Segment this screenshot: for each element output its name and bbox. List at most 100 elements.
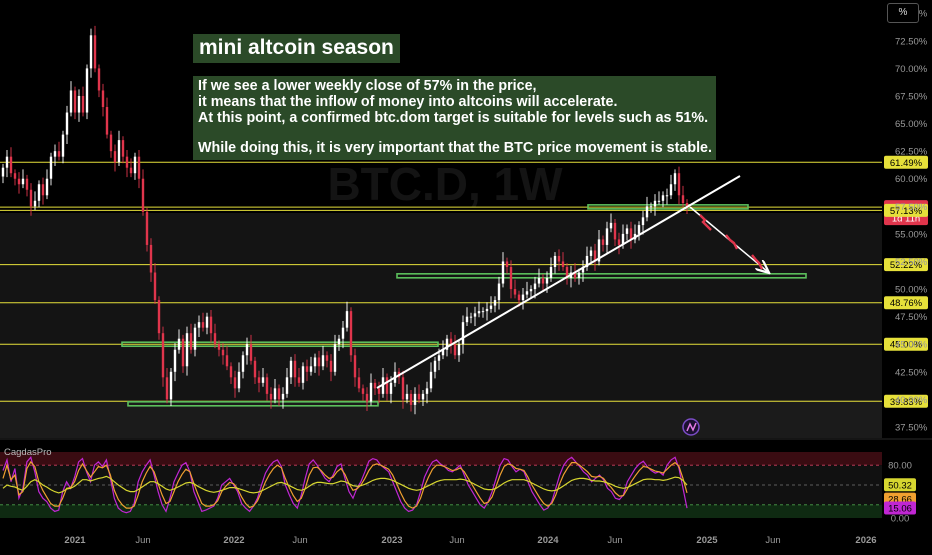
- candle-body: [221, 349, 225, 356]
- candle-body: [49, 156, 53, 179]
- candle-body: [613, 222, 617, 240]
- x-tick-label: Jun: [292, 535, 307, 546]
- candle-body: [681, 195, 685, 204]
- annotation-line-1: If we see a lower weekly close of 57% in…: [198, 78, 537, 94]
- level-price-tag: [884, 337, 928, 351]
- candle-body: [81, 95, 85, 113]
- level-price-label: 52.22%: [890, 260, 923, 271]
- overbought-zone: [0, 452, 882, 466]
- y-tick-label: 47.50%: [895, 312, 928, 323]
- candle-body: [269, 393, 273, 400]
- candle-body: [421, 393, 425, 400]
- osc-axis-label: 50.32: [888, 480, 912, 491]
- candle-body: [237, 371, 241, 389]
- candle-body: [469, 316, 473, 318]
- candle-body: [293, 360, 297, 378]
- candle-body: [441, 349, 445, 356]
- candle-body: [513, 289, 517, 295]
- candle-body: [637, 225, 641, 234]
- candle-body: [609, 222, 613, 229]
- annotation-text: If we see a lower weekly close of 57% in…: [193, 76, 716, 160]
- osc-axis-label: 80.00: [888, 461, 912, 472]
- candle-body: [145, 211, 149, 245]
- ascending-trendline[interactable]: [376, 175, 741, 389]
- resistance-zone-45[interactable]: [121, 341, 439, 348]
- candle-body: [105, 107, 109, 135]
- level-price-label: 48.76%: [890, 298, 923, 309]
- candle-body: [113, 151, 117, 163]
- y-tick-label: 40.00%: [895, 395, 928, 406]
- x-tick-label: 2024: [537, 535, 559, 546]
- candle-body: [453, 344, 457, 356]
- candle-body: [29, 189, 33, 207]
- candle-body: [213, 333, 217, 345]
- y-tick-label: 42.50%: [895, 367, 928, 378]
- candle-body: [169, 371, 173, 400]
- y-tick-label: 57.50%: [895, 202, 928, 213]
- osc-axis-label: 0.00: [891, 514, 910, 525]
- candle-body: [41, 184, 45, 196]
- candle-body: [189, 333, 193, 350]
- x-tick-label: Jun: [135, 535, 150, 546]
- candle-body: [525, 291, 529, 295]
- level-price-tag: [884, 296, 928, 310]
- candle-body: [573, 272, 577, 279]
- candle-body: [205, 316, 209, 328]
- candle-body: [229, 366, 233, 378]
- candle-body: [149, 244, 153, 273]
- candle-body: [185, 333, 189, 367]
- candle-body: [673, 173, 677, 185]
- candle-body: [161, 333, 165, 378]
- candle-body: [137, 156, 141, 179]
- candle-body: [517, 294, 521, 301]
- breakdown-zone-57[interactable]: [587, 204, 749, 210]
- support-zone-39[interactable]: [127, 400, 379, 407]
- candle-body: [89, 35, 93, 69]
- level-price-tag: [884, 258, 928, 272]
- percent-scale-button[interactable]: %: [887, 3, 919, 23]
- candle-body: [305, 366, 309, 372]
- candle-body: [341, 327, 345, 339]
- candle-body: [225, 355, 229, 367]
- candle-body: [505, 261, 509, 267]
- tv-logo-icon[interactable]: [682, 418, 700, 436]
- level-price-label: 45.00%: [890, 340, 923, 351]
- chart-watermark: BTC.D, 1W: [327, 158, 563, 210]
- candle-body: [585, 255, 589, 267]
- candle-body: [313, 357, 317, 367]
- candle-body: [125, 156, 129, 168]
- indicator-title[interactable]: CagdasPro: [4, 447, 52, 458]
- candle-body: [593, 250, 597, 262]
- candle-body: [533, 283, 537, 290]
- candle-body: [101, 90, 105, 108]
- candle-body: [281, 393, 285, 400]
- candle-body: [617, 239, 621, 245]
- candle-body: [493, 300, 497, 306]
- candle-body: [85, 68, 89, 113]
- candle-body: [449, 338, 453, 345]
- candle-body: [197, 322, 201, 328]
- candle-body: [141, 178, 145, 212]
- y-tick-label: 37.50%: [895, 422, 928, 433]
- candle-body: [245, 344, 249, 356]
- candle-body: [437, 355, 441, 361]
- level-price-tag: [884, 203, 928, 217]
- candle-body: [349, 311, 353, 356]
- candle-body: [309, 366, 313, 372]
- x-tick-label: 2025: [696, 535, 718, 546]
- target-zone-51[interactable]: [396, 273, 807, 279]
- candle-body: [497, 283, 501, 301]
- candle-body: [677, 173, 681, 196]
- candle-body: [409, 393, 413, 405]
- candle-body: [345, 311, 349, 328]
- candle-body: [285, 377, 289, 394]
- candle-body: [73, 90, 77, 113]
- candle-body: [109, 134, 113, 152]
- candle-body: [405, 393, 409, 400]
- annotation-line-4: [198, 126, 710, 140]
- y-tick-label: 50.00%: [895, 285, 928, 296]
- candle-body: [401, 377, 405, 400]
- candle-body: [429, 371, 433, 389]
- candle-body: [373, 382, 377, 389]
